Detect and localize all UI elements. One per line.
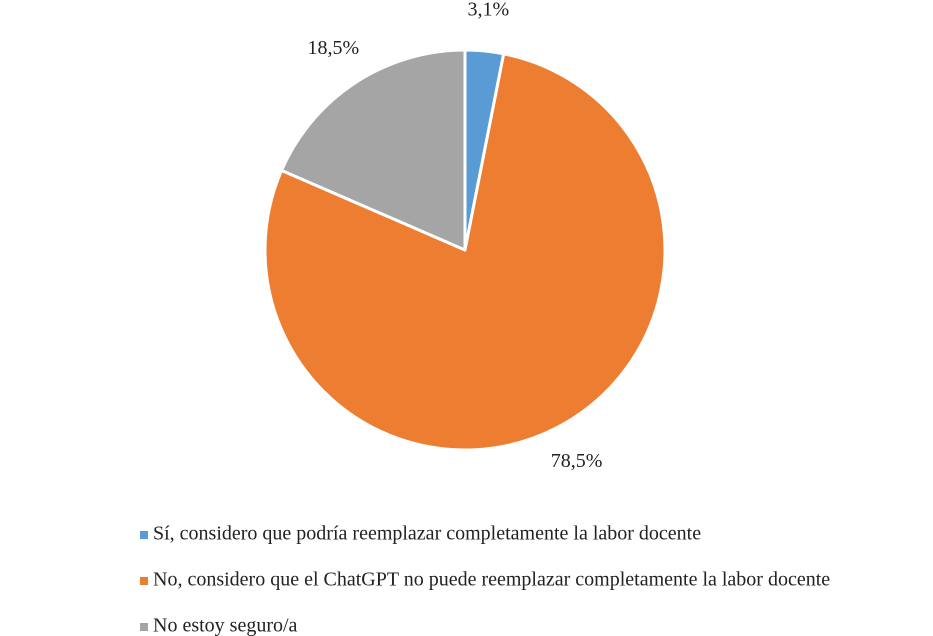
pie-slice: [280, 48, 467, 252]
legend-label: Sí, considero que podría reemplazar comp…: [153, 523, 701, 545]
data-label: 18,5%: [308, 37, 360, 59]
legend-swatch: [140, 531, 148, 539]
data-label: 78,5%: [551, 450, 603, 472]
legend-label: No estoy seguro/a: [153, 615, 298, 636]
pie-slice: [263, 52, 667, 452]
data-label: 3,1%: [467, 0, 509, 21]
legend-swatch: [140, 623, 148, 631]
legend-swatch: [140, 577, 148, 585]
legend-label: No, considero que el ChatGPT no puede re…: [153, 569, 830, 591]
